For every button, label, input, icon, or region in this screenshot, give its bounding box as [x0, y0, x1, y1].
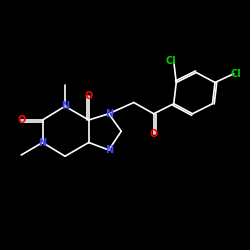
Text: Cl: Cl	[231, 69, 241, 79]
Text: O: O	[150, 129, 158, 139]
Text: N: N	[38, 138, 46, 147]
Text: N: N	[105, 145, 113, 155]
Text: N: N	[61, 101, 69, 111]
Text: O: O	[84, 91, 93, 101]
Text: Cl: Cl	[166, 56, 176, 66]
Text: N: N	[105, 109, 113, 119]
Text: O: O	[17, 115, 25, 125]
